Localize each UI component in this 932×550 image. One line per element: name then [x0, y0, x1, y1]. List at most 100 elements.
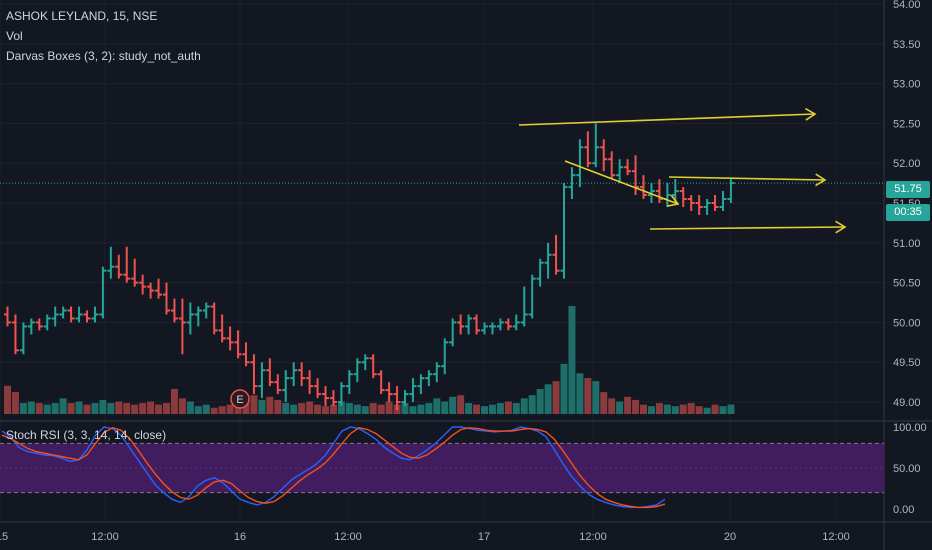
volume-bars	[4, 306, 735, 414]
ohlc-bar	[417, 374, 425, 395]
ohlc-bar	[616, 159, 624, 184]
volume-bar	[43, 404, 51, 414]
ohlc-bar	[43, 314, 51, 331]
volume-bar	[194, 406, 202, 414]
time-tick-label: 17	[478, 531, 490, 543]
rsi-tick-label: 100.00	[893, 422, 927, 434]
time-tick-label: 12:00	[334, 531, 362, 543]
volume-bar	[727, 404, 735, 414]
arrow-line	[668, 176, 826, 181]
ohlc-bar	[170, 298, 178, 323]
price-bars	[4, 123, 735, 411]
volume-bar	[19, 403, 27, 414]
ohlc-bar	[536, 258, 544, 287]
price-tick-label: 52.00	[893, 158, 921, 170]
ohlc-bar	[194, 306, 202, 327]
volume-bar	[584, 378, 592, 414]
volume-bar	[67, 403, 75, 414]
volume-bar	[59, 398, 67, 414]
volume-bar	[123, 403, 131, 414]
volume-bar	[576, 373, 584, 414]
ohlc-bar	[282, 370, 290, 403]
ohlc-bar	[504, 318, 512, 331]
ohlc-bar	[163, 282, 170, 315]
volume-bar	[417, 404, 425, 414]
earnings-circle	[230, 389, 250, 409]
arrow-head	[805, 107, 817, 121]
volume-bar	[401, 403, 409, 414]
volume-bar	[465, 403, 473, 414]
arrow-line	[518, 113, 816, 126]
time-tick-label: 15	[0, 531, 8, 543]
ohlc-bar	[59, 306, 67, 319]
earnings-marker	[230, 389, 250, 409]
price-tick-label: 53.00	[893, 79, 921, 91]
ohlc-bar	[465, 314, 473, 335]
ohlc-bar	[592, 123, 600, 168]
volume-bar	[99, 399, 107, 414]
volume-bar	[647, 406, 655, 414]
ohlc-bar	[258, 362, 266, 399]
volume-bar	[552, 381, 560, 414]
volume-bar	[139, 403, 147, 414]
volume-bar	[170, 388, 178, 414]
price-tick-label: 51.00	[893, 238, 921, 250]
volume-bar	[337, 401, 345, 414]
volume-bar	[496, 403, 504, 414]
darvas-legend[interactable]: Darvas Boxes (3, 2): study_not_auth	[6, 49, 201, 63]
ohlc-bar	[202, 302, 210, 319]
ohlc-bar	[425, 370, 433, 387]
ohlc-bar	[178, 298, 186, 355]
volume-bar	[512, 403, 520, 414]
ohlc-bar	[361, 354, 369, 371]
ohlc-bar	[409, 378, 417, 403]
volume-bar	[306, 401, 314, 414]
volume-bar	[298, 403, 306, 414]
volume-bar	[91, 403, 99, 414]
symbol-legend[interactable]: ASHOK LEYLAND, 15, NSE	[6, 9, 158, 23]
volume-bar	[568, 306, 576, 414]
volume-legend[interactable]: Vol	[6, 29, 23, 43]
volume-bar	[11, 392, 19, 414]
volume-bar	[616, 401, 624, 414]
volume-bar	[640, 404, 647, 414]
ohlc-bar	[345, 370, 353, 395]
volume-bar	[345, 403, 353, 414]
ohlc-bar	[679, 187, 687, 207]
volume-bar	[250, 395, 258, 414]
volume-bar	[481, 406, 488, 414]
stoch-rsi-legend[interactable]: Stoch RSI (3, 3, 14, 14, close)	[6, 428, 167, 442]
volume-bar	[624, 396, 632, 414]
volume-bar	[600, 392, 608, 414]
ohlc-bar	[67, 306, 75, 323]
price-tick-label: 52.50	[893, 118, 921, 130]
ohlc-bar	[210, 302, 218, 335]
ohlc-bar	[600, 139, 608, 172]
time-tick-label: 12:00	[91, 531, 119, 543]
ohlc-bar	[218, 314, 226, 343]
volume-bar	[719, 406, 727, 414]
volume-bar	[544, 384, 552, 414]
ohlc-bar	[27, 318, 35, 335]
volume-bar	[115, 401, 123, 414]
volume-bar	[147, 401, 155, 414]
ohlc-bar	[481, 322, 488, 335]
volume-bar	[51, 403, 59, 414]
ohlc-bar	[19, 322, 27, 355]
ohlc-bar	[242, 342, 250, 367]
ohlc-bar	[234, 330, 242, 359]
drawing-annotations	[518, 107, 847, 234]
volume-bar	[27, 401, 35, 414]
ohlc-bar	[655, 179, 663, 204]
arrow-line	[564, 160, 679, 205]
volume-bar	[703, 407, 711, 414]
ohlc-bar	[131, 258, 139, 287]
ohlc-bar	[584, 131, 592, 168]
volume-bar	[258, 399, 266, 414]
ohlc-bar	[107, 246, 115, 279]
ohlc-bar	[624, 159, 632, 176]
arrow-line	[649, 226, 846, 230]
last-price-tag: 51.75	[886, 181, 930, 198]
